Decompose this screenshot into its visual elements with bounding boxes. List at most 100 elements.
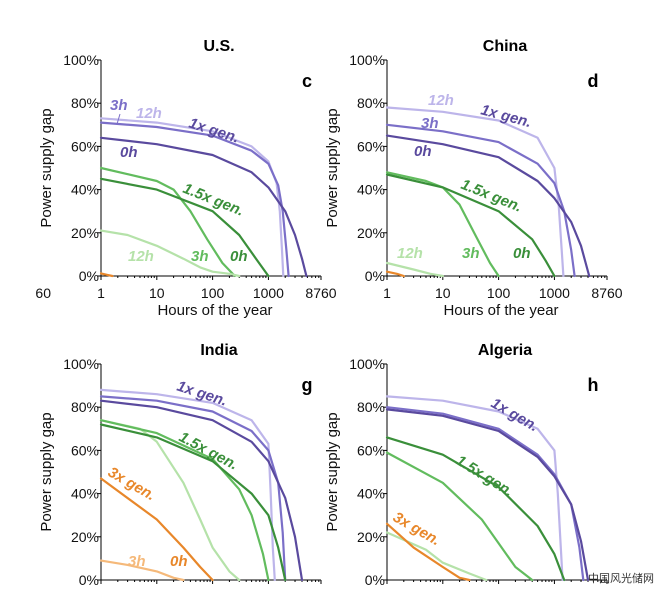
y-tick-label: 20% — [357, 225, 385, 241]
series-line — [385, 451, 534, 582]
x-axis-label: Hours of the year — [443, 302, 558, 319]
series-line — [99, 136, 308, 278]
series-annotation: 0h — [513, 245, 531, 262]
series-annotation: 12h — [397, 245, 423, 262]
x-tick-label: 8760 — [305, 285, 336, 301]
y-tick-label: 20% — [71, 529, 99, 545]
y-tick-label: 60% — [357, 138, 385, 154]
series-annotation: 3x gen. — [105, 464, 158, 505]
x-tick-label: 10 — [435, 285, 451, 301]
y-tick-label: 40% — [357, 182, 385, 198]
series-annotation: 3h — [421, 115, 439, 132]
x-tick-label: 1 — [97, 285, 105, 301]
y-tick-label: 0% — [365, 268, 385, 284]
series-line — [385, 436, 566, 582]
series-line — [385, 395, 564, 582]
series-annotation: 12h — [428, 92, 454, 109]
series-line — [385, 261, 444, 278]
series-line — [385, 408, 590, 582]
panel-title: India — [200, 342, 237, 359]
series-annotation: 3h — [191, 248, 209, 265]
panel-label: g — [302, 375, 313, 395]
series-line — [99, 117, 285, 278]
y-tick-label: 80% — [357, 399, 385, 415]
series-line — [385, 106, 565, 278]
series-line — [99, 388, 276, 582]
series-line — [99, 399, 304, 582]
y-tick-label: 40% — [71, 486, 99, 502]
series-annotation: 1.5x gen. — [453, 452, 516, 500]
y-tick-label: 60% — [71, 138, 99, 154]
series-annotation: 0h — [230, 248, 248, 265]
partial-tick-label: 60 — [35, 285, 51, 301]
y-axis-label: Power supply gap — [38, 412, 55, 531]
chart-panel: India g 0% 20% 40% 60% 80% 100% Power supply gap… — [38, 342, 322, 588]
series-line — [99, 272, 114, 278]
series-line — [385, 406, 585, 582]
series-line — [385, 522, 471, 582]
y-tick-label: 80% — [71, 95, 99, 111]
series-line — [99, 229, 241, 278]
series-annotation: 3h — [110, 97, 128, 114]
panel-label: c — [302, 71, 312, 91]
x-tick-label: 100 — [487, 285, 511, 301]
x-tick-label: 100 — [201, 285, 225, 301]
panel-label: d — [588, 71, 599, 91]
series-annotation: 1.5x gen. — [176, 429, 241, 474]
watermark-text: 中国风光储网 — [588, 571, 654, 585]
panel-title: China — [483, 38, 528, 55]
series-annotation: 3h — [128, 553, 146, 570]
y-tick-label: 80% — [357, 95, 385, 111]
y-tick-label: 20% — [71, 225, 99, 241]
series-line — [99, 477, 214, 582]
series-annotation: 1x gen. — [479, 101, 533, 131]
annotation-leader — [116, 113, 121, 125]
y-tick-label: 40% — [357, 486, 385, 502]
series-line — [99, 395, 287, 582]
panel-title: Algeria — [478, 342, 532, 359]
series-line — [99, 419, 270, 582]
y-tick-label: 0% — [365, 572, 385, 588]
chart-panel: China d 0% 20% 40% 60% 80% 100% Power supply gap… — [324, 38, 623, 319]
x-tick-label: 1000 — [539, 285, 570, 301]
y-tick-label: 100% — [63, 356, 99, 372]
x-axis-label: Hours of the year — [157, 302, 272, 319]
x-tick-label: 10 — [149, 285, 165, 301]
x-tick-label: 1000 — [253, 285, 284, 301]
series-annotation: 0h — [170, 553, 188, 570]
series-line — [385, 270, 405, 278]
y-tick-label: 60% — [357, 442, 385, 458]
series-annotation: 3x gen. — [390, 509, 443, 550]
series-annotation: 12h — [136, 105, 162, 122]
series-line — [99, 177, 270, 278]
chart-panel: Algeria h 0% 20% 40% 60% 80% 100% Power supply g… — [324, 342, 608, 588]
series-line — [385, 173, 556, 278]
y-tick-label: 0% — [79, 572, 99, 588]
series-annotation: 1.5x gen. — [181, 180, 247, 220]
series-line — [385, 134, 591, 278]
series-annotation: 1.5x gen. — [459, 176, 525, 216]
x-tick-label: 8760 — [591, 285, 622, 301]
series-line — [99, 423, 287, 582]
series-annotation: 0h — [414, 143, 432, 160]
x-tick-label: 1 — [383, 285, 391, 301]
panel-title: U.S. — [203, 38, 234, 55]
y-axis-label: Power supply gap — [38, 108, 55, 227]
panel-label: h — [588, 375, 599, 395]
y-tick-label: 100% — [349, 356, 385, 372]
series-line — [385, 531, 488, 582]
series-annotation: 0h — [120, 144, 138, 161]
series-line — [99, 121, 290, 278]
series-annotation: 3h — [462, 245, 480, 262]
y-tick-label: 0% — [79, 268, 99, 284]
series-annotation: 1x gen. — [187, 115, 241, 147]
series-annotation: 12h — [128, 248, 154, 265]
chart-panel: U.S. c 0% 20% 40% 60% 80% 100% Power supply gap 1… — [38, 38, 337, 319]
y-tick-label: 20% — [357, 529, 385, 545]
y-tick-label: 80% — [71, 399, 99, 415]
y-tick-label: 100% — [63, 52, 99, 68]
y-axis-label: Power supply gap — [324, 412, 341, 531]
y-tick-label: 60% — [71, 442, 99, 458]
series-line — [385, 123, 576, 278]
